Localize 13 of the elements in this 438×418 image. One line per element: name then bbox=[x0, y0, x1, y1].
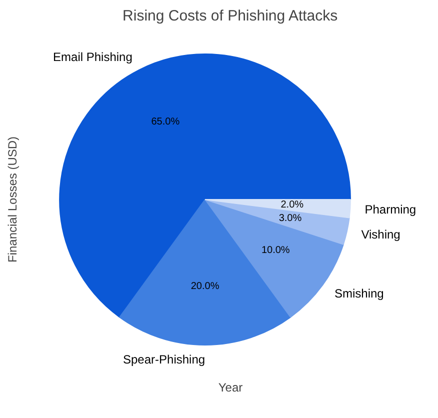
slice-label: Spear-Phishing bbox=[122, 352, 206, 366]
text: Year bbox=[218, 380, 243, 394]
data-label: 10.0% bbox=[261, 245, 290, 256]
slice-label: Email Phishing bbox=[53, 50, 132, 64]
data-label: 65.0% bbox=[151, 116, 180, 128]
data-label: 2.0% bbox=[280, 199, 304, 210]
slice-label: Pharming bbox=[364, 202, 416, 217]
data-label: 3.0% bbox=[278, 213, 302, 224]
text: Financial Losses (USD) bbox=[6, 136, 20, 263]
slice-label: Smishing bbox=[334, 286, 384, 300]
chart-title: Rising Costs of Phishing Attacks bbox=[122, 8, 338, 24]
slice-label: Vishing bbox=[361, 227, 400, 242]
data-label: 20.0% bbox=[190, 281, 220, 292]
